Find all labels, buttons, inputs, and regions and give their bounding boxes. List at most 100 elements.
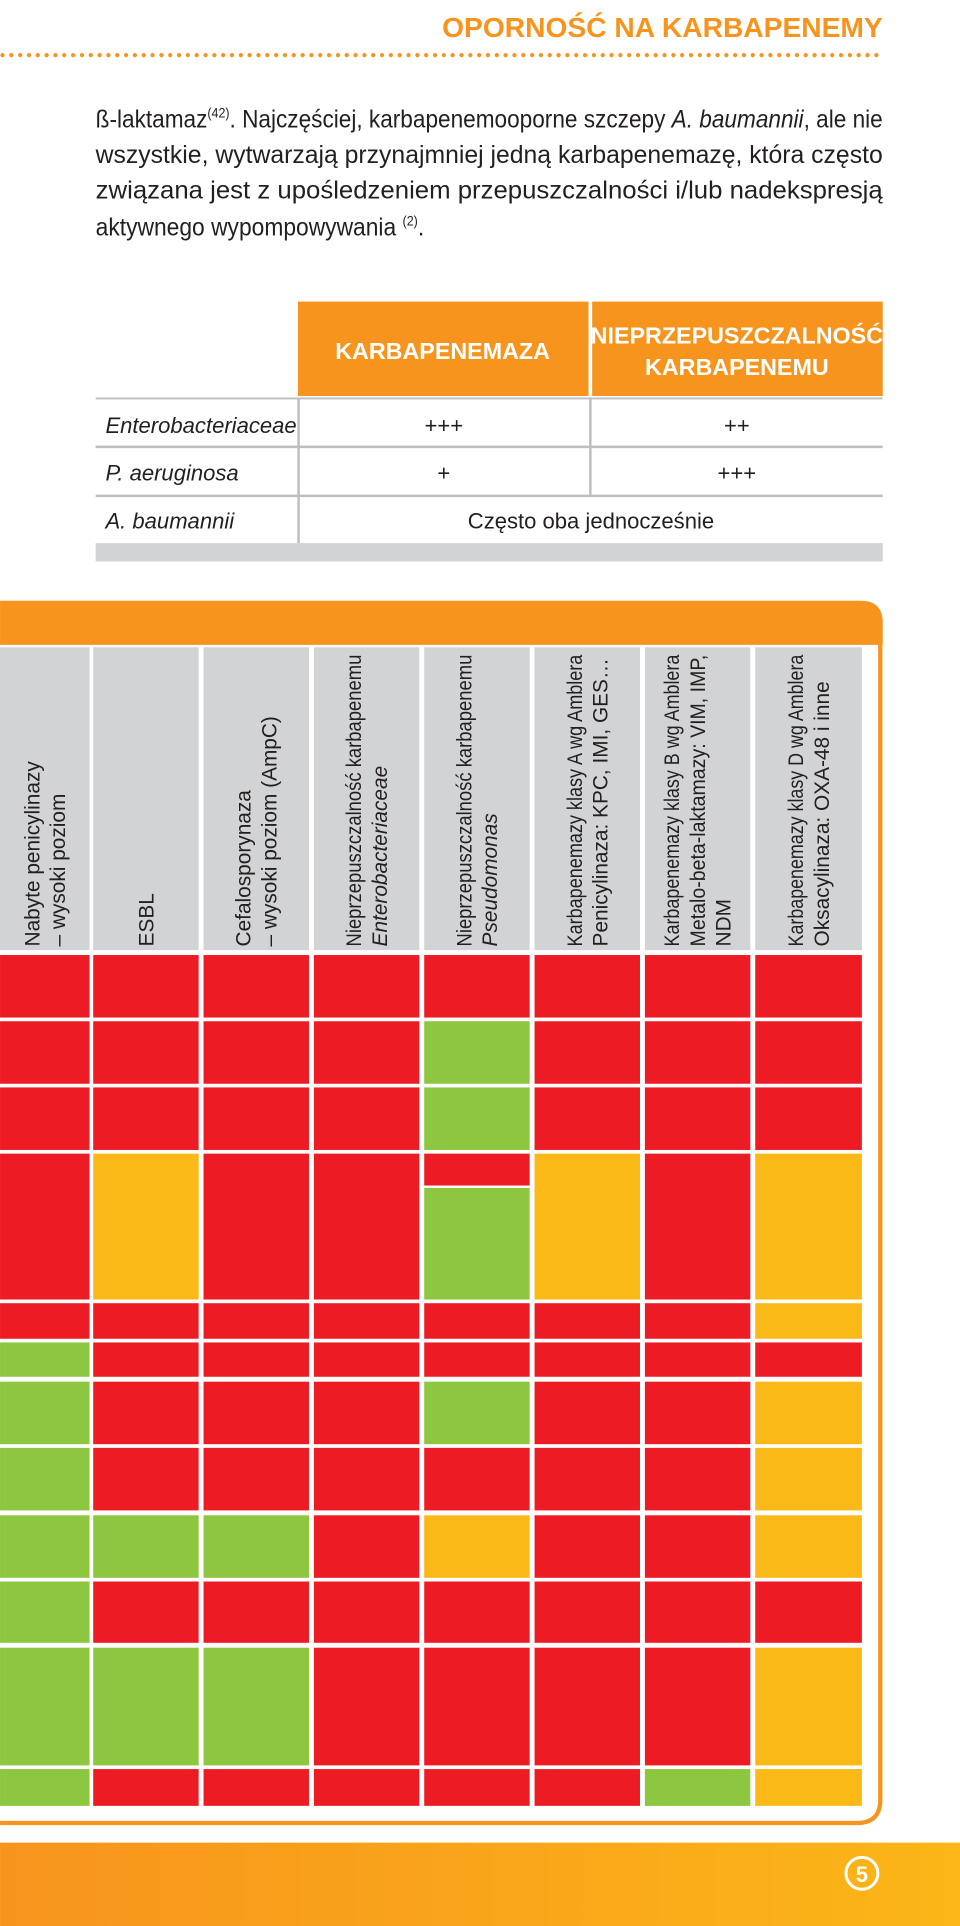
matrix-cell [0, 1581, 90, 1643]
matrix-cell [313, 1381, 420, 1445]
column-header: KARBAPENEMU [645, 354, 829, 380]
header-cell [297, 301, 589, 396]
text: . [418, 214, 424, 241]
matrix-cell [0, 1021, 90, 1084]
matrix-cell [313, 1303, 420, 1339]
matrix-cell [424, 1021, 530, 1084]
column-header: Karbapenemazy klasy D wg Amblera [785, 654, 808, 946]
matrix-cell [755, 1447, 862, 1511]
column-header: NIEPRZEPUSZCZALNOŚĆ [591, 321, 884, 348]
header-cell [592, 301, 883, 396]
matrix-cell [424, 1515, 530, 1578]
matrix-cell [424, 1087, 530, 1150]
paragraph: ß-laktamaz(42). Najczęściej, karbapenemo… [95, 106, 883, 242]
matrix-cell [203, 1021, 309, 1084]
page-badge [844, 1855, 880, 1891]
matrix-cell [534, 1021, 640, 1084]
matrix-cell [644, 1342, 751, 1377]
matrix-cell [644, 1381, 751, 1445]
matrix-cell [755, 955, 862, 1018]
matrix-cell [424, 1303, 530, 1339]
text: ß-laktamaz [96, 107, 208, 134]
column-header-cell [644, 647, 751, 951]
page-number: 5 [856, 1862, 868, 1887]
matrix-cell [203, 1303, 309, 1339]
row-label: P. aeruginosa [105, 461, 238, 486]
matrix-top-bar [0, 600, 883, 645]
matrix-cell [534, 1381, 640, 1445]
table-footer-bar [95, 543, 883, 562]
matrix-cell [93, 1647, 199, 1766]
matrix-cell [313, 1515, 420, 1578]
matrix-cell [93, 1769, 199, 1806]
matrix-cell [93, 1021, 199, 1084]
column-header-cell [534, 647, 640, 951]
column-header: NDM [713, 899, 736, 946]
matrix-cell [755, 1581, 862, 1643]
matrix-cell [424, 1381, 530, 1445]
matrix-cell [93, 1515, 199, 1578]
column-header: Metalo-beta-laktamazy: VIM, IMP, [687, 655, 710, 947]
matrix-cell [0, 1342, 90, 1377]
superscript: (42) [207, 106, 229, 121]
paragraph-line: związana jest z upośledzeniem przepuszcz… [96, 178, 883, 205]
matrix-cell [313, 1769, 420, 1806]
matrix-cell [755, 1515, 862, 1578]
superscript: (2) [403, 214, 418, 229]
text: , ale nie [804, 107, 883, 134]
matrix-cell [534, 1303, 640, 1339]
matrix-cell [0, 1303, 90, 1339]
matrix-cell [534, 955, 640, 1018]
matrix-cell [424, 1342, 530, 1377]
matrix-cell [0, 1647, 90, 1766]
matrix-cell [534, 1581, 640, 1643]
matrix-cell [203, 1153, 309, 1300]
matrix-cell [313, 1087, 420, 1150]
matrix-cell [534, 1647, 640, 1766]
matrix-cell [644, 1303, 751, 1339]
cell: +++ [425, 413, 464, 438]
matrix-cell [755, 1087, 862, 1150]
matrix-cell [534, 1153, 640, 1300]
column-header: – wysoki poziom (AmpC) [258, 716, 281, 946]
matrix-cell [755, 1647, 862, 1766]
cell: ++ [724, 413, 750, 438]
column-header: Pseudomonas [479, 813, 502, 946]
matrix-cell [0, 1153, 90, 1300]
matrix-cell [644, 1021, 751, 1084]
cell: +++ [718, 461, 757, 486]
matrix-cell [755, 1153, 862, 1300]
matrix-cell [313, 1647, 420, 1766]
matrix-cell [755, 1769, 862, 1806]
footer-band [0, 1842, 960, 1926]
matrix-cell [424, 1769, 530, 1806]
matrix-cell [93, 1303, 199, 1339]
paragraph-line: aktywnego wypompowywania (2). [96, 214, 425, 242]
matrix-cell [755, 1021, 862, 1084]
matrix-cell [313, 1342, 420, 1377]
matrix-cell [755, 1342, 862, 1377]
column-header: Nieprzepuszczalność karbapenemu [453, 655, 476, 947]
column-header-cell [0, 647, 90, 951]
column-header: Oksacylinaza: OXA-48 i inne [811, 681, 834, 946]
column-header: Enterobacteriaceae [369, 766, 392, 947]
matrix-cell [755, 1381, 862, 1445]
column-header: – wysoki poziom [47, 794, 70, 947]
matrix-cell [534, 1087, 640, 1150]
matrix-cell [0, 1087, 90, 1150]
matrix-cell [755, 1303, 862, 1339]
matrix-cell [534, 1447, 640, 1511]
row-label: A. baumannii [103, 508, 235, 533]
paragraph-line: ß-laktamaz(42). Najczęściej, karbapenemo… [96, 106, 883, 134]
matrix-cell [644, 1087, 751, 1150]
cell: Często oba jednocześnie [468, 508, 714, 533]
matrix-cell [0, 1769, 90, 1806]
paragraph-line: wszystkie, wytwarzają przynajmniej jedną… [95, 142, 883, 169]
matrix-cell [313, 1153, 420, 1300]
matrix-cell [93, 1087, 199, 1150]
matrix-cell [93, 1581, 199, 1643]
text: . Najczęściej, karbapenemooporne szczepy [230, 107, 672, 134]
matrix-cell [313, 1447, 420, 1511]
column-header-cell [755, 647, 862, 951]
matrix-cell [424, 955, 530, 1018]
